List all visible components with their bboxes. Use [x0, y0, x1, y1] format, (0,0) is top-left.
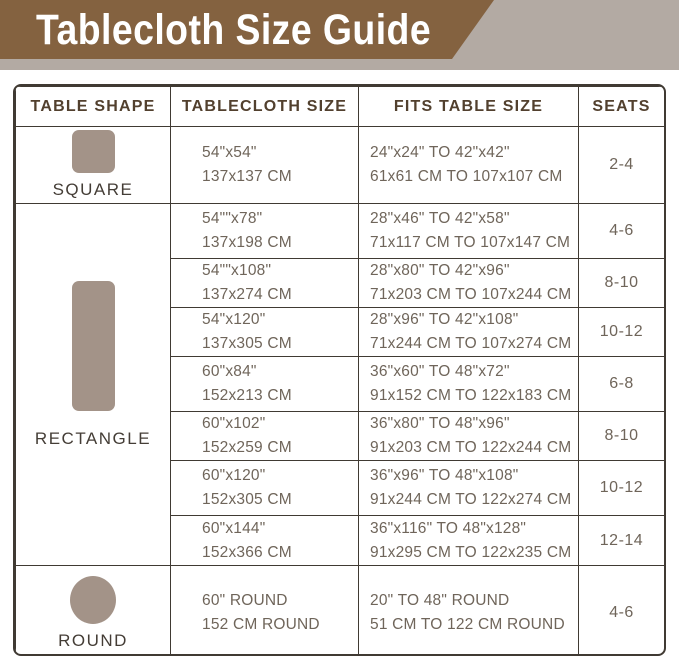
shape-cell-rectangle: RECTANGLE [15, 203, 171, 566]
seats-cell: 10-12 [578, 307, 664, 357]
table-row: 60"x144" 152x366 CM 36"x116" TO 48"x128"… [16, 515, 664, 566]
fits-table-size-cell: 28"x96" TO 42"x108" 71x244 CM TO 107x274… [358, 307, 579, 357]
circle-icon [70, 575, 116, 624]
page-title: Tablecloth Size Guide [36, 6, 432, 54]
seats-cell: 4-6 [578, 203, 664, 259]
square-icon [71, 130, 115, 173]
seats-cell: 2-4 [578, 126, 664, 204]
tablecloth-size-cell: 60"x102" 152x259 CM [170, 411, 359, 461]
fits-table-size-cell: 28"x80" TO 42"x96" 71x203 CM TO 107x244 … [358, 258, 579, 308]
fits-table-size-cell: 24"x24" TO 42"x42" 61x61 CM TO 107x107 C… [358, 126, 579, 204]
fits-table-size-cell: 36"x116" TO 48"x128" 91x295 CM TO 122x23… [358, 515, 579, 566]
tablecloth-size-cell: 54""x78" 137x198 CM [170, 203, 359, 259]
tablecloth-size-cell: 54"x120" 137x305 CM [170, 307, 359, 357]
table-row: 60"x102" 152x259 CM 36"x80" TO 48"x96" 9… [16, 411, 664, 461]
fits-table-size-cell: 28"x46" TO 42"x58" 71x117 CM TO 107x147 … [358, 203, 579, 259]
tablecloth-size-cell: 60" ROUND 152 CM ROUND [170, 565, 359, 654]
table-row: ROUND 60" ROUND 152 CM ROUND 20" TO 48" … [15, 565, 664, 654]
column-header-tablecloth-size: TABLECLOTH SIZE [170, 86, 359, 127]
column-header-seats: SEATS [578, 86, 664, 127]
column-header-table-shape: TABLE SHAPE [15, 86, 171, 127]
tablecloth-size-cell: 54""x108" 137x274 CM [170, 258, 359, 308]
tablecloth-size-cell: 54"x54" 137x137 CM [170, 126, 359, 204]
table-row: 54""x108" 137x274 CM 28"x80" TO 42"x96" … [16, 258, 664, 308]
shape-cell-round: ROUND [15, 565, 171, 654]
tablecloth-size-cell: 60"x144" 152x366 CM [170, 515, 359, 566]
seats-cell: 4-6 [578, 565, 664, 654]
seats-cell: 8-10 [578, 258, 664, 308]
table-row: 60"x120" 152x305 CM 36"x96" TO 48"x108" … [16, 460, 664, 516]
fits-table-size-cell: 36"x80" TO 48"x96" 91x203 CM TO 122x244 … [358, 411, 579, 461]
shape-label: RECTANGLE [34, 428, 152, 448]
size-guide-table: TABLE SHAPE TABLECLOTH SIZE FITS TABLE S… [13, 84, 666, 656]
tablecloth-size-cell: 60"x84" 152x213 CM [170, 356, 359, 412]
banner-ribbon [0, 0, 494, 59]
table-row: 54"x120" 137x305 CM 28"x96" TO 42"x108" … [16, 307, 664, 357]
header-row: TABLE SHAPE TABLECLOTH SIZE FITS TABLE S… [15, 86, 664, 127]
rectangle-icon [71, 280, 115, 411]
table-row: 60"x84" 152x213 CM 36"x60" TO 48"x72" 91… [16, 356, 664, 412]
shape-label: ROUND [58, 630, 128, 650]
seats-cell: 10-12 [578, 460, 664, 516]
seats-cell: 12-14 [578, 515, 664, 566]
seats-cell: 6-8 [578, 356, 664, 412]
shape-label: SQUARE [52, 180, 134, 199]
fits-table-size-cell: 36"x96" TO 48"x108" 91x244 CM TO 122x274… [358, 460, 579, 516]
tablecloth-size-cell: 60"x120" 152x305 CM [170, 460, 359, 516]
table-row: SQUARE 54"x54" 137x137 CM 24"x24" TO 42"… [15, 126, 664, 204]
table-row: RECTANGLE 54""x78" 137x198 CM 28"x46" TO… [15, 203, 664, 566]
column-header-fits-table-size: FITS TABLE SIZE [358, 86, 579, 127]
shape-cell-square: SQUARE [15, 126, 171, 204]
fits-table-size-cell: 36"x60" TO 48"x72" 91x152 CM TO 122x183 … [358, 356, 579, 412]
seats-cell: 8-10 [578, 411, 664, 461]
fits-table-size-cell: 20" TO 48" ROUND 51 CM TO 122 CM ROUND [358, 565, 579, 654]
